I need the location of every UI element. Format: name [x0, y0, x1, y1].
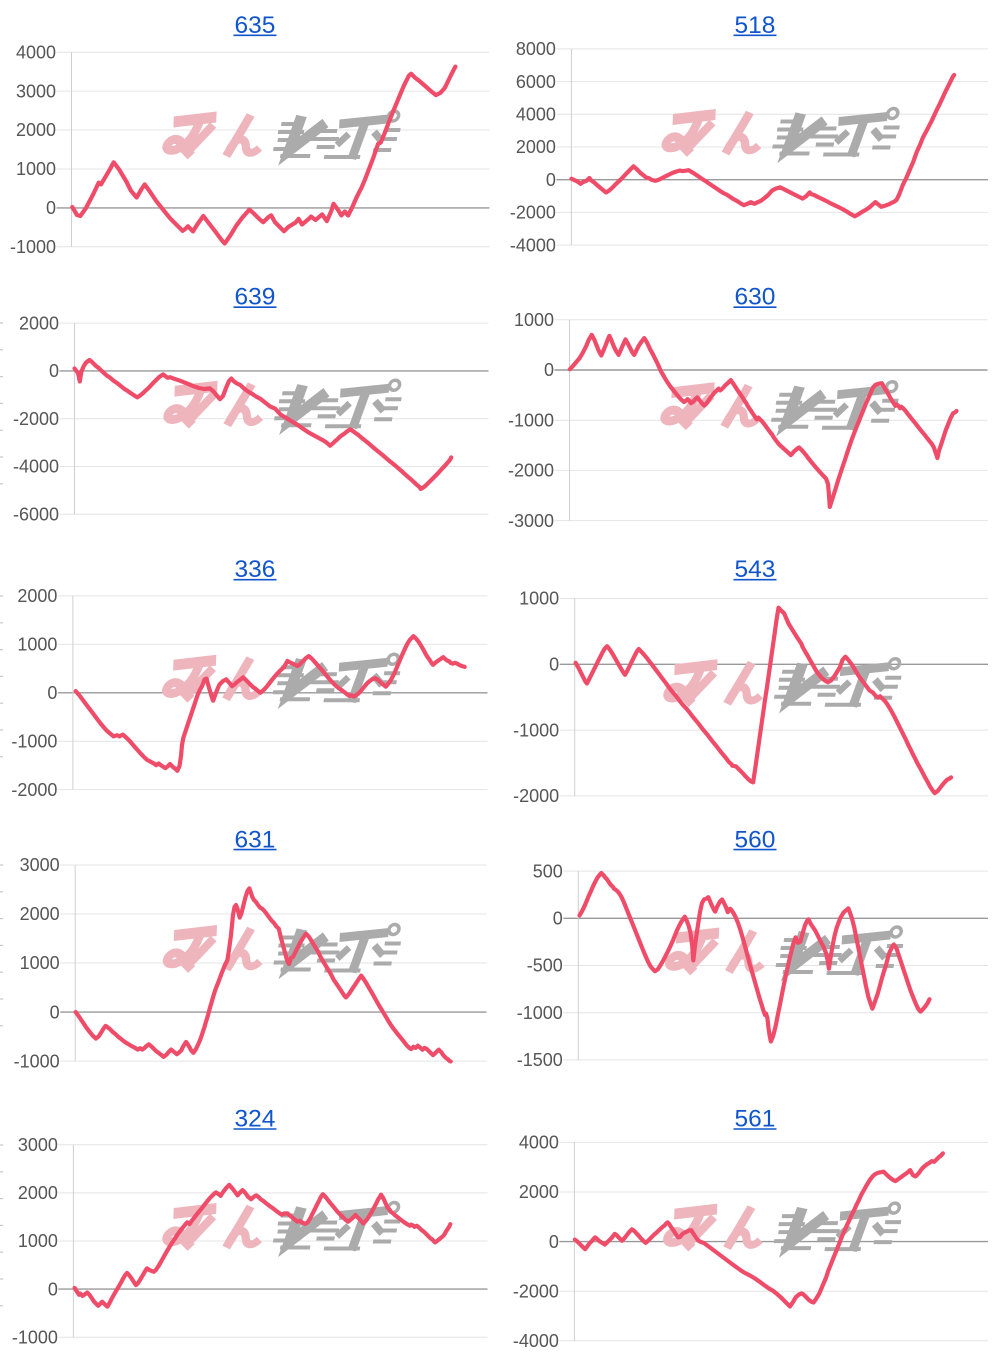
- svg-text:2000: 2000: [17, 586, 57, 606]
- svg-text:-1000: -1000: [517, 1003, 563, 1023]
- svg-text:-1000: -1000: [508, 410, 554, 430]
- svg-text:1000: 1000: [18, 1231, 58, 1251]
- svg-text:8000: 8000: [516, 39, 556, 59]
- svg-text:2000: 2000: [18, 1183, 58, 1203]
- svg-text:2000: 2000: [16, 120, 56, 140]
- svg-text:0: 0: [553, 909, 563, 929]
- svg-text:561: 561: [735, 1106, 776, 1133]
- svg-text:4000: 4000: [516, 105, 556, 125]
- svg-text:1000: 1000: [514, 310, 554, 330]
- svg-text:2000: 2000: [516, 137, 556, 157]
- svg-text:-1000: -1000: [10, 237, 56, 257]
- svg-text:-4000: -4000: [513, 1331, 559, 1351]
- svg-text:6000: 6000: [516, 72, 556, 92]
- svg-text:-2000: -2000: [510, 203, 556, 223]
- svg-text:0: 0: [50, 1002, 60, 1022]
- svg-text:336: 336: [235, 556, 276, 583]
- svg-text:1000: 1000: [17, 635, 57, 655]
- svg-text:2000: 2000: [519, 1182, 559, 1202]
- svg-text:-4000: -4000: [510, 235, 556, 255]
- svg-text:2000: 2000: [20, 904, 60, 924]
- svg-text:0: 0: [549, 655, 559, 675]
- svg-text:4000: 4000: [519, 1133, 559, 1153]
- svg-text:1000: 1000: [519, 589, 559, 609]
- svg-text:0: 0: [47, 683, 57, 703]
- svg-text:0: 0: [46, 198, 56, 218]
- svg-text:324: 324: [235, 1106, 276, 1133]
- svg-text:500: 500: [533, 861, 563, 881]
- svg-text:3000: 3000: [20, 855, 60, 875]
- svg-text:-4000: -4000: [13, 457, 59, 477]
- svg-text:0: 0: [549, 1232, 559, 1252]
- svg-text:4000: 4000: [16, 42, 56, 62]
- svg-text:0: 0: [544, 360, 554, 380]
- svg-text:-500: -500: [527, 956, 563, 976]
- svg-text:0: 0: [546, 170, 556, 190]
- svg-text:0: 0: [48, 1279, 58, 1299]
- svg-text:-2000: -2000: [13, 409, 59, 429]
- svg-text:630: 630: [735, 284, 776, 311]
- svg-text:3000: 3000: [18, 1135, 58, 1155]
- svg-text:-3000: -3000: [508, 511, 554, 531]
- svg-text:3000: 3000: [16, 81, 56, 101]
- svg-text:-2000: -2000: [513, 1281, 559, 1301]
- svg-text:1000: 1000: [20, 953, 60, 973]
- svg-text:-1000: -1000: [12, 1327, 58, 1347]
- svg-text:-2000: -2000: [508, 461, 554, 481]
- svg-text:543: 543: [735, 556, 776, 583]
- svg-text:-1000: -1000: [513, 720, 559, 740]
- svg-text:-6000: -6000: [13, 505, 59, 525]
- svg-text:-1000: -1000: [11, 731, 57, 751]
- svg-text:-2000: -2000: [513, 786, 559, 806]
- svg-text:-1000: -1000: [14, 1051, 60, 1071]
- svg-text:639: 639: [235, 284, 276, 311]
- svg-text:-1500: -1500: [517, 1050, 563, 1070]
- svg-text:1000: 1000: [16, 159, 56, 179]
- svg-text:0: 0: [49, 361, 59, 381]
- svg-text:-2000: -2000: [11, 780, 57, 800]
- svg-text:2000: 2000: [19, 313, 59, 333]
